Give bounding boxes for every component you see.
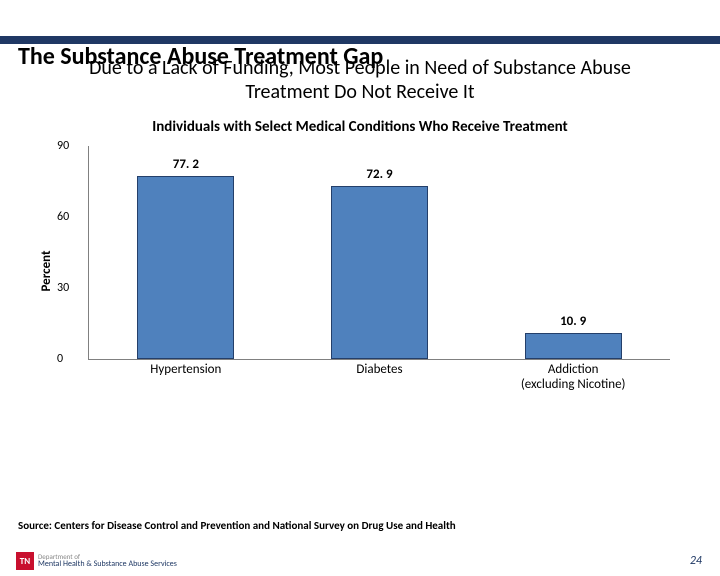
footer: TN Department of Mental Health & Substan… [0, 544, 720, 576]
source-citation: Source: Centers for Disease Control and … [18, 519, 456, 532]
bar-group: 10. 9Addiction(excluding Nicotine) [476, 146, 670, 359]
y-tick: 0 [57, 352, 63, 366]
bar [137, 176, 234, 359]
tn-badge: TN [16, 552, 34, 570]
chart-title: Individuals with Select Medical Conditio… [0, 108, 720, 140]
bar-group: 77. 2Hypertension [89, 146, 283, 359]
category-label: Diabetes [283, 359, 477, 378]
y-axis-label: Percent [39, 250, 54, 291]
bar [331, 186, 428, 359]
bar-value-label: 10. 9 [476, 314, 670, 329]
page-number: 24 [690, 554, 702, 568]
logo-text: Department of Mental Health & Substance … [38, 553, 177, 569]
y-tick: 90 [57, 139, 69, 153]
y-tick: 30 [57, 281, 69, 295]
y-tick: 60 [57, 210, 69, 224]
bar-group: 72. 9Diabetes [283, 146, 477, 359]
bar-value-label: 77. 2 [89, 157, 283, 172]
dept-logo: TN Department of Mental Health & Substan… [16, 552, 177, 570]
page-title: The Substance Abuse Treatment Gap [18, 42, 383, 71]
bar [525, 333, 622, 359]
category-label: Addiction(excluding Nicotine) [476, 359, 670, 393]
bar-chart: Percent 030609077. 2Hypertension72. 9Dia… [40, 146, 680, 396]
bar-value-label: 72. 9 [283, 167, 477, 182]
category-label: Hypertension [89, 359, 283, 378]
plot-area: 030609077. 2Hypertension72. 9Diabetes10.… [88, 146, 670, 360]
